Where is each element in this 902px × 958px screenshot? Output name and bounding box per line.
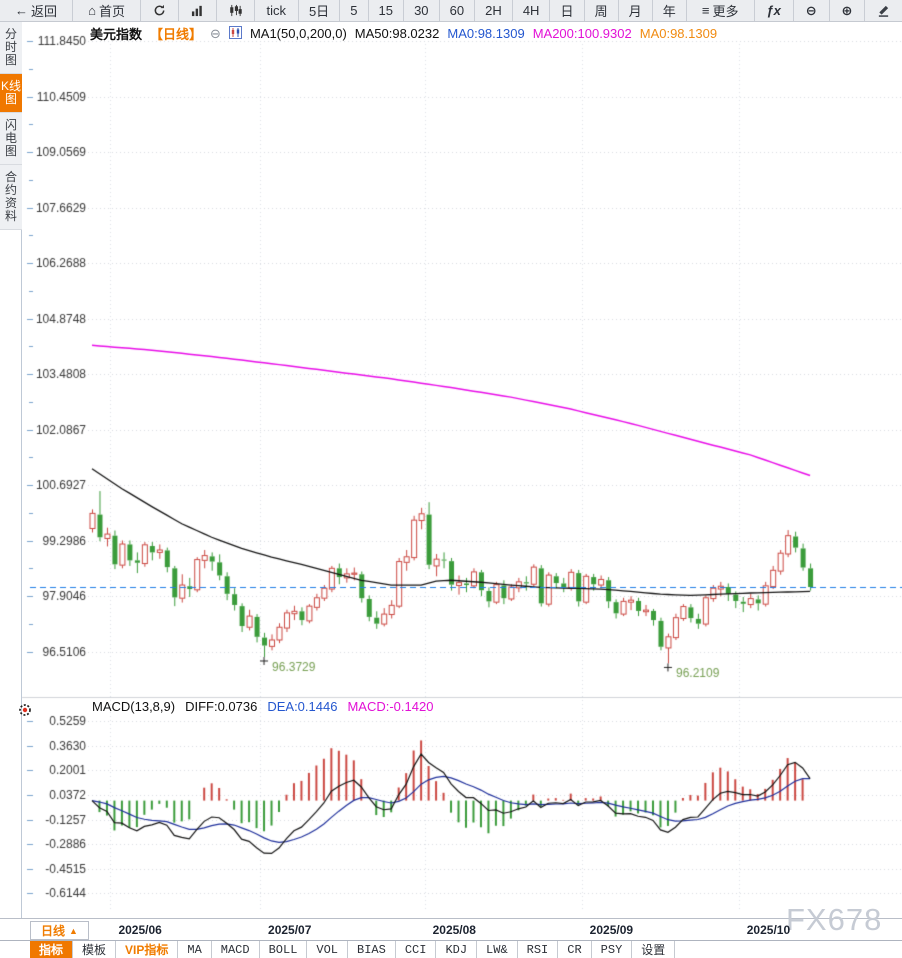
tab-bias[interactable]: BIAS	[348, 941, 396, 958]
line-chart-button[interactable]	[179, 0, 217, 21]
home-button[interactable]: ⌂ 首页	[73, 0, 142, 21]
period-60m-button[interactable]: 60	[440, 0, 476, 21]
macd-params-label: MACD(13,8,9)	[92, 699, 176, 714]
x-axis-month-label: 2025/07	[268, 923, 312, 937]
top-toolbar: ← 返回 ⌂ 首页 tick 5日 5 15 30 60 2H 4H 日周月年 ≡ 更多 ƒx ⊖ ⊕	[0, 0, 902, 22]
tab-template[interactable]: 模板	[73, 941, 117, 958]
fx678-watermark: FX678	[786, 902, 883, 937]
period-30m-button[interactable]: 30	[404, 0, 440, 21]
more-button[interactable]: ≡ 更多	[687, 0, 755, 21]
ma0-blue-value-label: MA0:98.1309	[447, 26, 525, 41]
period-4h-button-label: 4H	[522, 3, 540, 18]
macd-settings-icon[interactable]	[18, 703, 32, 722]
back-button-label: 返回	[31, 4, 58, 19]
period-day-button[interactable]: 日	[550, 0, 585, 21]
period-5d-button-label: 5日	[308, 4, 330, 19]
period-2h-button[interactable]: 2H	[475, 0, 513, 21]
period-30m-button-label: 30	[414, 3, 429, 18]
period-week-button[interactable]: 周	[585, 0, 619, 21]
period-day-button-label: 日	[560, 4, 574, 19]
x-axis-month-label: 2025/08	[432, 923, 476, 937]
x-axis-month-label: 2025/10	[746, 923, 791, 937]
tab-ma[interactable]: MA	[178, 941, 212, 958]
fx-icon: ƒx	[766, 3, 781, 18]
fx-indicator-button[interactable]: ƒx	[755, 0, 794, 21]
tab-macd[interactable]: MACD	[212, 941, 260, 958]
tab-vol[interactable]: VOL	[307, 941, 349, 958]
refresh-button[interactable]	[141, 0, 179, 21]
up-triangle-icon: ▲	[69, 925, 78, 936]
sidebar-item-time-chart[interactable]: 分时图	[0, 22, 22, 74]
period-tick-button-label: tick	[266, 3, 287, 18]
period-month-button-label: 月	[628, 4, 642, 19]
macd-value-label: MACD:-0.1420	[347, 699, 434, 714]
period-selector-button[interactable]: 日线 ▲	[30, 921, 89, 940]
period-15m-button[interactable]: 15	[369, 0, 405, 21]
tab-kdj[interactable]: KDJ	[436, 941, 478, 958]
period-5m-button[interactable]: 5	[340, 0, 369, 21]
tab-cr[interactable]: CR	[558, 941, 592, 958]
ma0-orange-value-label: MA0:98.1309	[639, 26, 718, 41]
period-4h-button[interactable]: 4H	[513, 0, 551, 21]
tab-indicator[interactable]: 指标	[30, 941, 74, 958]
x-axis-month-label: 2025/06	[118, 923, 162, 937]
macd-header: MACD(13,8,9) DIFF:0.0736 DEA:0.1446 MACD…	[92, 699, 433, 714]
period-year-button-label: 年	[662, 4, 676, 19]
x-axis-month-label: 2025/09	[589, 923, 634, 937]
zoom-in-button[interactable]: ⊕	[830, 0, 866, 21]
kline-chart-button[interactable]	[217, 0, 255, 21]
symbol-name: 美元指数	[90, 27, 143, 42]
tab-rsi[interactable]: RSI	[518, 941, 559, 958]
sidebar-item-flash-chart[interactable]: 闪电图	[0, 113, 22, 165]
macd-diff-label: DIFF:0.0736	[185, 699, 258, 714]
tab-vip-indicator[interactable]: VIP指标	[116, 941, 179, 958]
period-2h-button-label: 2H	[485, 3, 502, 18]
period-5m-button-label: 5	[350, 3, 358, 18]
candlestick-mini-icon	[228, 25, 242, 42]
ma50-value-label: MA50:98.0232	[354, 26, 440, 41]
pencil-icon	[877, 4, 890, 17]
period-5d-button[interactable]: 5日	[299, 0, 341, 21]
sidebar-item-kline-chart[interactable]: K线图	[0, 74, 22, 113]
draw-button[interactable]	[865, 0, 902, 21]
tab-cci[interactable]: CCI	[396, 941, 437, 958]
menu-icon: ≡	[701, 3, 710, 18]
tab-psy[interactable]: PSY	[592, 941, 633, 958]
period-tag: 【日线】	[150, 27, 203, 42]
zoom-out-icon: ⊖	[805, 3, 817, 18]
zoom-out-button[interactable]: ⊖	[794, 0, 830, 21]
tab-boll[interactable]: BOLL	[260, 941, 308, 958]
ma200-value-label: MA200:100.9302	[532, 26, 632, 41]
period-week-button-label: 周	[594, 4, 608, 19]
bar-chart-icon	[191, 4, 204, 17]
back-icon: ←	[15, 3, 29, 18]
home-button-label: 首页	[99, 4, 126, 19]
back-button[interactable]: ← 返回	[0, 0, 74, 21]
more-button-label: 更多	[712, 4, 739, 19]
collapse-icon[interactable]: ⊖	[210, 25, 221, 41]
candlestick-icon	[229, 4, 242, 17]
x-axis-row: FX678 日线 ▲ 2025/06 2025/07 2025/08 2025/09 2…	[0, 902, 902, 940]
tab-lwr[interactable]: LW&	[477, 941, 518, 958]
ma-params-label: MA1(50,0,200,0)	[249, 26, 347, 41]
left-sidebar: 分时图 K线图 闪电图 合约资料	[0, 22, 22, 918]
zoom-in-icon: ⊕	[841, 3, 853, 18]
chart-header: 美元指数 【日线】 ⊖ MA1(50,0,200,0) MA50:98.0232…	[90, 24, 717, 43]
period-tick-button[interactable]: tick	[255, 0, 299, 21]
period-selector-label: 日线	[41, 924, 66, 938]
home-icon: ⌂	[88, 3, 97, 18]
macd-dea-label: DEA:0.1446	[267, 699, 338, 714]
period-year-button[interactable]: 年	[653, 0, 687, 21]
bottom-tabbar: 指标 模板 VIP指标 MA MACD BOLL VOL BIAS CCI KDJ LW& RSI CR…	[0, 940, 902, 958]
refresh-icon	[153, 4, 166, 17]
period-15m-button-label: 15	[378, 3, 394, 18]
tab-settings[interactable]: 设置	[632, 941, 676, 958]
sidebar-item-contract-info[interactable]: 合约资料	[0, 165, 22, 230]
period-60m-button-label: 60	[449, 3, 465, 18]
period-month-button[interactable]: 月	[619, 0, 653, 21]
